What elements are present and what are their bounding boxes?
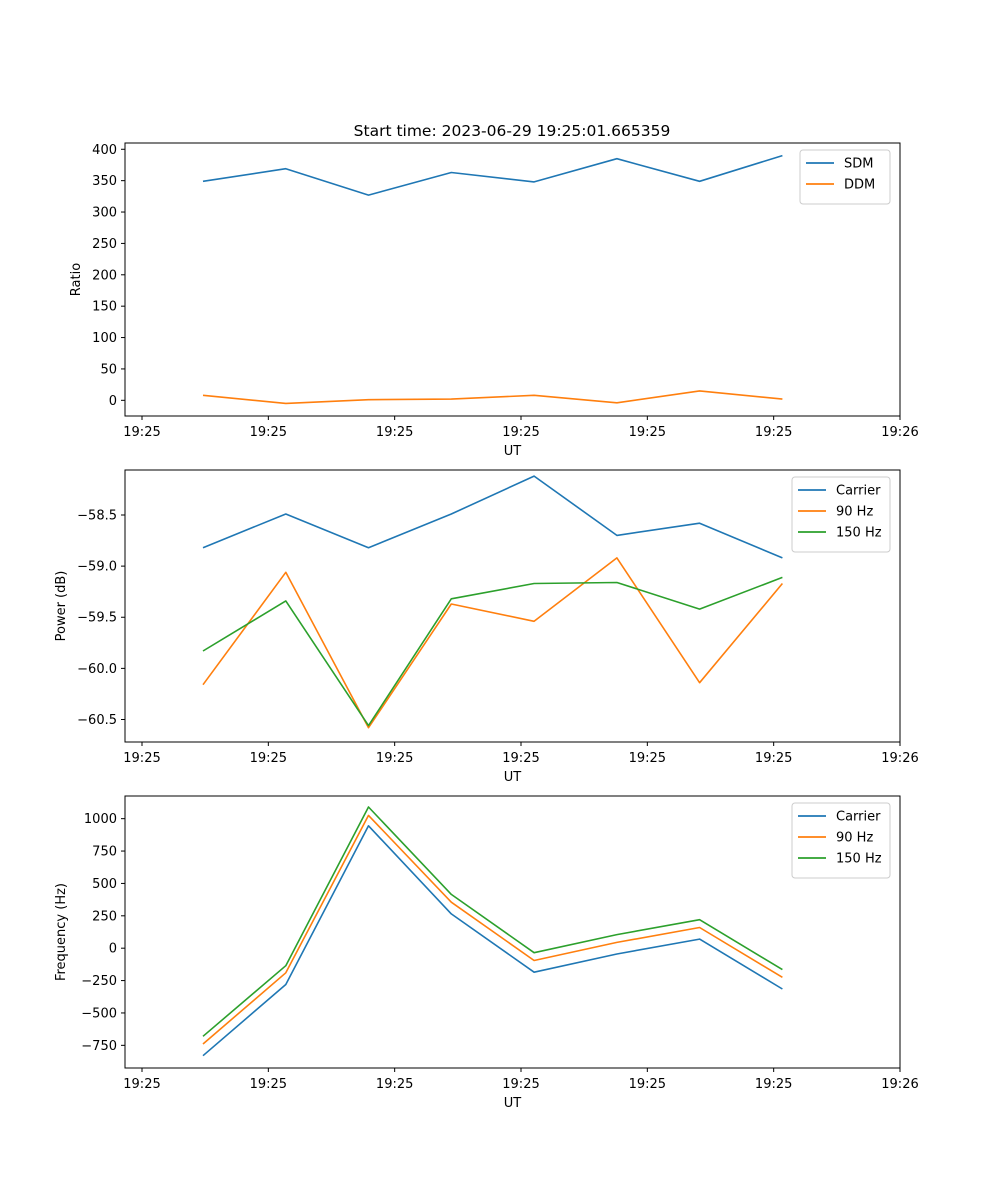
legend-label-2-3: 150 Hz <box>836 526 882 541</box>
x-tick-label-1-1: 19:25 <box>123 425 160 440</box>
legend-label-2-1: Carrier <box>836 484 881 499</box>
x-tick-label-1-7: 19:26 <box>881 425 918 440</box>
y-tick-label-1-9: 400 <box>92 143 117 158</box>
figure-title: Start time: 2023-06-29 19:25:01.665359 <box>354 122 671 140</box>
y-tick-label-1-6: 250 <box>92 237 117 252</box>
series-line-2-2 <box>202 557 784 729</box>
x-tick-label-2-7: 19:26 <box>881 751 918 766</box>
x-tick-label-1-2: 19:25 <box>250 425 287 440</box>
y-tick-label-1-4: 150 <box>92 300 117 315</box>
y-tick-label-3-4: 250 <box>92 909 117 924</box>
legend-2: Carrier 90 Hz 150 Hz <box>791 476 891 553</box>
y-tick-label-3-7: −500 <box>81 1006 117 1021</box>
y-tick-label-3-3: 500 <box>92 877 117 892</box>
y-tick-label-1-3: 100 <box>92 331 117 346</box>
y-axis-label-3: Frequency (Hz) <box>54 883 69 981</box>
series-line-3-1 <box>202 824 783 1057</box>
legend-box-3 <box>791 802 891 879</box>
x-tick-label-3-3: 19:25 <box>376 1077 413 1092</box>
y-tick-label-2-3: −59.5 <box>77 611 117 626</box>
x-tick-label-3-2: 19:25 <box>250 1077 287 1092</box>
x-tick-label-1-5: 19:25 <box>629 425 666 440</box>
axes-frame-3 <box>124 795 901 1069</box>
series-line-3-2 <box>202 814 783 1045</box>
x-tick-label-1-4: 19:25 <box>502 425 539 440</box>
y-tick-label-1-1: 0 <box>109 394 117 409</box>
x-tick-label-2-5: 19:25 <box>629 751 666 766</box>
series-line-3-3 <box>202 806 783 1037</box>
chart-panel-3: 19:25 19:25 19:25 19:25 19:25 19:25 19:26 UT 100… <box>54 795 919 1111</box>
y-tick-label-2-4: −60.0 <box>77 662 117 677</box>
legend-label-1-1: SDM <box>844 157 873 172</box>
series-line-1-2 <box>202 390 783 405</box>
y-tick-label-1-7: 300 <box>92 206 117 221</box>
legend-label-2-2: 90 Hz <box>836 505 873 520</box>
x-axis-label-1: UT <box>504 444 522 459</box>
y-tick-label-3-6: −250 <box>81 974 117 989</box>
y-axis-label-2: Power (dB) <box>54 571 69 642</box>
x-tick-label-2-3: 19:25 <box>376 751 413 766</box>
x-tick-label-2-6: 19:25 <box>755 751 792 766</box>
chart-panel-2: 19:25 19:25 19:25 19:25 19:25 19:25 19:26 UT −58… <box>54 469 919 785</box>
x-tick-label-3-7: 19:26 <box>881 1077 918 1092</box>
y-tick-label-2-2: −59.0 <box>77 560 117 575</box>
y-tick-label-3-5: 0 <box>109 942 117 957</box>
x-tick-label-2-2: 19:25 <box>250 751 287 766</box>
y-tick-label-3-1: 1000 <box>84 812 117 827</box>
legend-label-3-2: 90 Hz <box>836 831 873 846</box>
series-line-2-3 <box>202 576 783 727</box>
x-tick-label-1-6: 19:25 <box>755 425 792 440</box>
x-tick-label-2-4: 19:25 <box>502 751 539 766</box>
legend-label-1-2: DDM <box>844 178 875 193</box>
legend-1: SDM DDM <box>799 149 891 205</box>
legend-3: Carrier 90 Hz 150 Hz <box>791 802 891 879</box>
y-axis-label-1: Ratio <box>69 263 84 296</box>
y-tick-label-1-5: 200 <box>92 268 117 283</box>
x-tick-label-3-5: 19:25 <box>629 1077 666 1092</box>
series-line-1-1 <box>202 154 783 196</box>
x-axis-label-2: UT <box>504 770 522 785</box>
legend-box-2 <box>791 476 891 553</box>
x-tick-label-3-1: 19:25 <box>123 1077 160 1092</box>
y-tick-label-3-8: −750 <box>81 1039 117 1054</box>
x-tick-label-3-4: 19:25 <box>502 1077 539 1092</box>
series-line-2-1 <box>202 475 783 559</box>
y-tick-label-1-2: 50 <box>100 362 117 377</box>
legend-label-3-1: Carrier <box>836 810 881 825</box>
y-tick-label-2-5: −60.5 <box>77 713 117 728</box>
legend-label-3-3: 150 Hz <box>836 852 882 867</box>
chart-panels: 19:25 19:25 19:25 19:25 19:25 19:25 19:26 UT 0 50… <box>54 142 919 1111</box>
axes-frame-1 <box>124 142 901 417</box>
axes-frame-2 <box>124 469 901 743</box>
y-tick-label-2-1: −58.5 <box>77 508 117 523</box>
x-tick-label-1-3: 19:25 <box>376 425 413 440</box>
x-tick-label-2-1: 19:25 <box>123 751 160 766</box>
x-axis-label-3: UT <box>504 1096 522 1111</box>
chart-panel-1: 19:25 19:25 19:25 19:25 19:25 19:25 19:26 UT 0 50… <box>69 142 919 459</box>
y-tick-label-3-2: 750 <box>92 845 117 860</box>
y-tick-label-1-8: 350 <box>92 174 117 189</box>
x-tick-label-3-6: 19:25 <box>755 1077 792 1092</box>
